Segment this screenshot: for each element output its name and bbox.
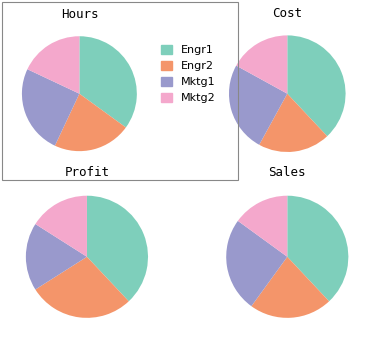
Legend: Engr1, Engr2, Mktg1, Mktg2: Engr1, Engr2, Mktg1, Mktg2	[157, 40, 220, 108]
Wedge shape	[79, 36, 137, 127]
Title: Sales: Sales	[268, 166, 306, 179]
Wedge shape	[36, 196, 87, 257]
Wedge shape	[236, 35, 287, 94]
Wedge shape	[226, 221, 287, 306]
Title: Profit: Profit	[64, 166, 110, 179]
Wedge shape	[87, 196, 148, 301]
Wedge shape	[55, 94, 126, 151]
Title: Cost: Cost	[272, 7, 302, 20]
Wedge shape	[238, 196, 287, 257]
Wedge shape	[36, 257, 129, 318]
Wedge shape	[251, 257, 329, 318]
Wedge shape	[287, 35, 345, 136]
Wedge shape	[26, 224, 87, 289]
Wedge shape	[229, 66, 287, 145]
Title: Hours: Hours	[60, 8, 98, 21]
Wedge shape	[259, 94, 327, 152]
Wedge shape	[22, 69, 79, 146]
Wedge shape	[27, 36, 79, 94]
Wedge shape	[287, 196, 349, 301]
